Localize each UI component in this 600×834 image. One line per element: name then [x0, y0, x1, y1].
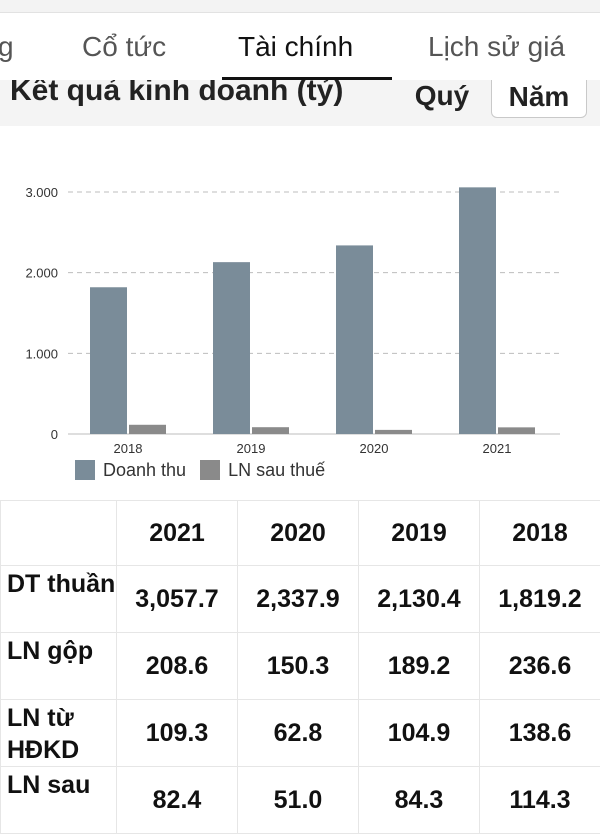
legend-item-revenue: Doanh thu: [75, 460, 186, 481]
table-header-cell: 2018: [480, 501, 600, 566]
bar-net-profit: [498, 427, 535, 434]
legend-swatch-revenue: [75, 460, 95, 480]
x-tick-label: 2019: [237, 441, 266, 456]
row-label: LN sau: [1, 767, 117, 834]
bar-revenue: [90, 287, 127, 434]
row-label: LN từ HĐKD: [1, 700, 117, 767]
legend-label-net-profit: LN sau thuế: [228, 460, 325, 481]
chart-legend: Doanh thu LN sau thuế: [75, 458, 339, 482]
table-cell: 3,057.7: [117, 566, 238, 633]
bar-chart: 0 1.000 2.000 3.000 2018 2019 2020 2021: [0, 150, 600, 490]
table-header-cell: 2021: [117, 501, 238, 566]
bar-net-profit: [129, 425, 166, 434]
row-label: LN gộp: [1, 633, 117, 700]
section-title: Kết quả kinh doanh (tỷ): [10, 80, 343, 108]
table-cell: 208.6: [117, 633, 238, 700]
tab-finance[interactable]: Tài chính: [238, 31, 353, 63]
table-header-cell: [1, 501, 117, 566]
quarter-toggle-button[interactable]: Quý: [405, 80, 479, 118]
x-tick-label: 2021: [483, 441, 512, 456]
table-cell: 114.3: [480, 767, 600, 834]
table-row: DT thuần 3,057.7 2,337.9 2,130.4 1,819.2: [1, 566, 600, 633]
table-cell: 62.8: [238, 700, 359, 767]
table-cell: 84.3: [359, 767, 480, 834]
table-row: LN gộp 208.6 150.3 189.2 236.6: [1, 633, 600, 700]
table-cell: 104.9: [359, 700, 480, 767]
top-bar-edge: [0, 0, 600, 13]
table-header-row: 2021 2020 2019 2018: [1, 501, 600, 566]
table-cell: 150.3: [238, 633, 359, 700]
business-results-chart: 0 1.000 2.000 3.000 2018 2019 2020 2021: [0, 150, 600, 490]
financial-table: 2021 2020 2019 2018 DT thuần 3,057.7 2,3…: [0, 500, 600, 834]
table-cell: 109.3: [117, 700, 238, 767]
section-header: Kết quả kinh doanh (tỷ) Quý Năm: [0, 80, 600, 126]
legend-swatch-net-profit: [200, 460, 220, 480]
legend-item-net-profit: LN sau thuế: [200, 460, 325, 481]
bar-net-profit: [375, 430, 412, 434]
table-cell: 1,819.2: [480, 566, 600, 633]
bar-revenue: [213, 262, 250, 434]
y-tick-label: 3.000: [25, 185, 58, 200]
table-cell: 2,337.9: [238, 566, 359, 633]
tab-bar: g Cổ tức Tài chính Lịch sử giá: [0, 13, 600, 81]
bar-revenue: [459, 187, 496, 434]
table-cell: 51.0: [238, 767, 359, 834]
tab-price-history[interactable]: Lịch sử giá: [428, 31, 565, 63]
table-row: LN từ HĐKD 109.3 62.8 104.9 138.6: [1, 700, 600, 767]
tab-partial[interactable]: g: [0, 31, 14, 63]
table-cell: 138.6: [480, 700, 600, 767]
y-tick-label: 1.000: [25, 346, 58, 361]
table-header-cell: 2020: [238, 501, 359, 566]
bar-revenue: [336, 245, 373, 434]
table-cell: 236.6: [480, 633, 600, 700]
table-cell: 82.4: [117, 767, 238, 834]
bar-net-profit: [252, 427, 289, 434]
row-label: DT thuần: [1, 566, 117, 633]
y-tick-label: 2.000: [25, 266, 58, 281]
legend-label-revenue: Doanh thu: [103, 460, 186, 481]
y-tick-label: 0: [51, 427, 58, 442]
x-tick-label: 2018: [114, 441, 143, 456]
x-tick-label: 2020: [360, 441, 389, 456]
table-cell: 2,130.4: [359, 566, 480, 633]
tab-dividends[interactable]: Cổ tức: [82, 31, 166, 63]
table-header-cell: 2019: [359, 501, 480, 566]
table-cell: 189.2: [359, 633, 480, 700]
table-row: LN sau 82.4 51.0 84.3 114.3: [1, 767, 600, 834]
year-toggle-button[interactable]: Năm: [491, 80, 587, 118]
